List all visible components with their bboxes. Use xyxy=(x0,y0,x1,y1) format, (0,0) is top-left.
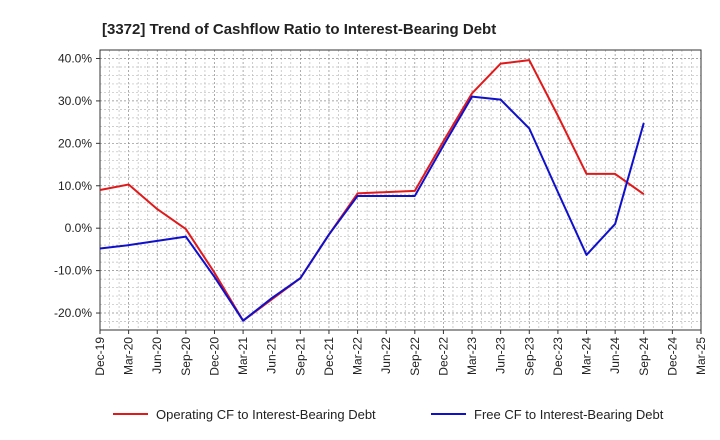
x-tick-label: Jun-20 xyxy=(150,337,164,374)
x-tick-label: Mar-22 xyxy=(351,337,365,375)
x-tick-label: Mar-21 xyxy=(236,337,250,375)
x-tick-label: Dec-19 xyxy=(93,337,107,376)
x-tick-label: Dec-21 xyxy=(322,337,336,376)
y-tick-label: 0.0% xyxy=(65,221,93,235)
plot-frame xyxy=(99,49,702,331)
series-line-free-cf xyxy=(99,95,645,322)
legend-label: Operating CF to Interest-Bearing Debt xyxy=(156,407,376,422)
legend: Operating CF to Interest-Bearing Debt Fre… xyxy=(113,407,664,422)
x-tick-label: Sep-23 xyxy=(522,337,536,376)
legend-item-free-cf: Free CF to Interest-Bearing Debt xyxy=(431,407,664,422)
x-tick-label: Jun-21 xyxy=(265,337,279,374)
x-tick-label: Mar-24 xyxy=(580,337,594,375)
y-tick-label: 40.0% xyxy=(58,51,92,65)
axes: 40.0% 30.0% 20.0% 10.0% 0.0% -10.0% -20.0% Dec-… xyxy=(54,49,708,376)
y-tick-label: -20.0% xyxy=(54,306,92,320)
legend-label: Free CF to Interest-Bearing Debt xyxy=(474,407,664,422)
x-tick-label: Sep-22 xyxy=(408,337,422,376)
chart-title: [3372] Trend of Cashflow Ratio to Intere… xyxy=(102,21,496,38)
x-tick-label: Dec-20 xyxy=(207,337,221,376)
x-tick-label: Dec-23 xyxy=(551,337,565,376)
series-line-operating-cf xyxy=(99,59,645,322)
x-tick-label: Mar-23 xyxy=(465,337,479,375)
grid xyxy=(99,50,702,330)
y-tick-label: 30.0% xyxy=(58,94,92,108)
x-tick-label: Sep-21 xyxy=(293,337,307,376)
x-tick-label: Dec-22 xyxy=(436,337,450,376)
x-tick-label: Mar-25 xyxy=(694,337,708,375)
x-tick-label: Sep-20 xyxy=(179,337,193,376)
series-lines xyxy=(99,59,645,322)
x-tick-label: Mar-20 xyxy=(122,337,136,375)
x-tick-label: Jun-23 xyxy=(494,337,508,374)
x-tick-label: Jun-24 xyxy=(608,337,622,374)
x-tick-label: Sep-24 xyxy=(637,337,651,376)
x-tick-label: Dec-24 xyxy=(665,337,679,376)
legend-item-operating-cf: Operating CF to Interest-Bearing Debt xyxy=(113,407,376,422)
y-tick-label: -10.0% xyxy=(54,264,92,278)
y-tick-label: 10.0% xyxy=(58,179,92,193)
x-tick-label: Jun-22 xyxy=(379,337,393,374)
y-tick-label: 20.0% xyxy=(58,136,92,150)
